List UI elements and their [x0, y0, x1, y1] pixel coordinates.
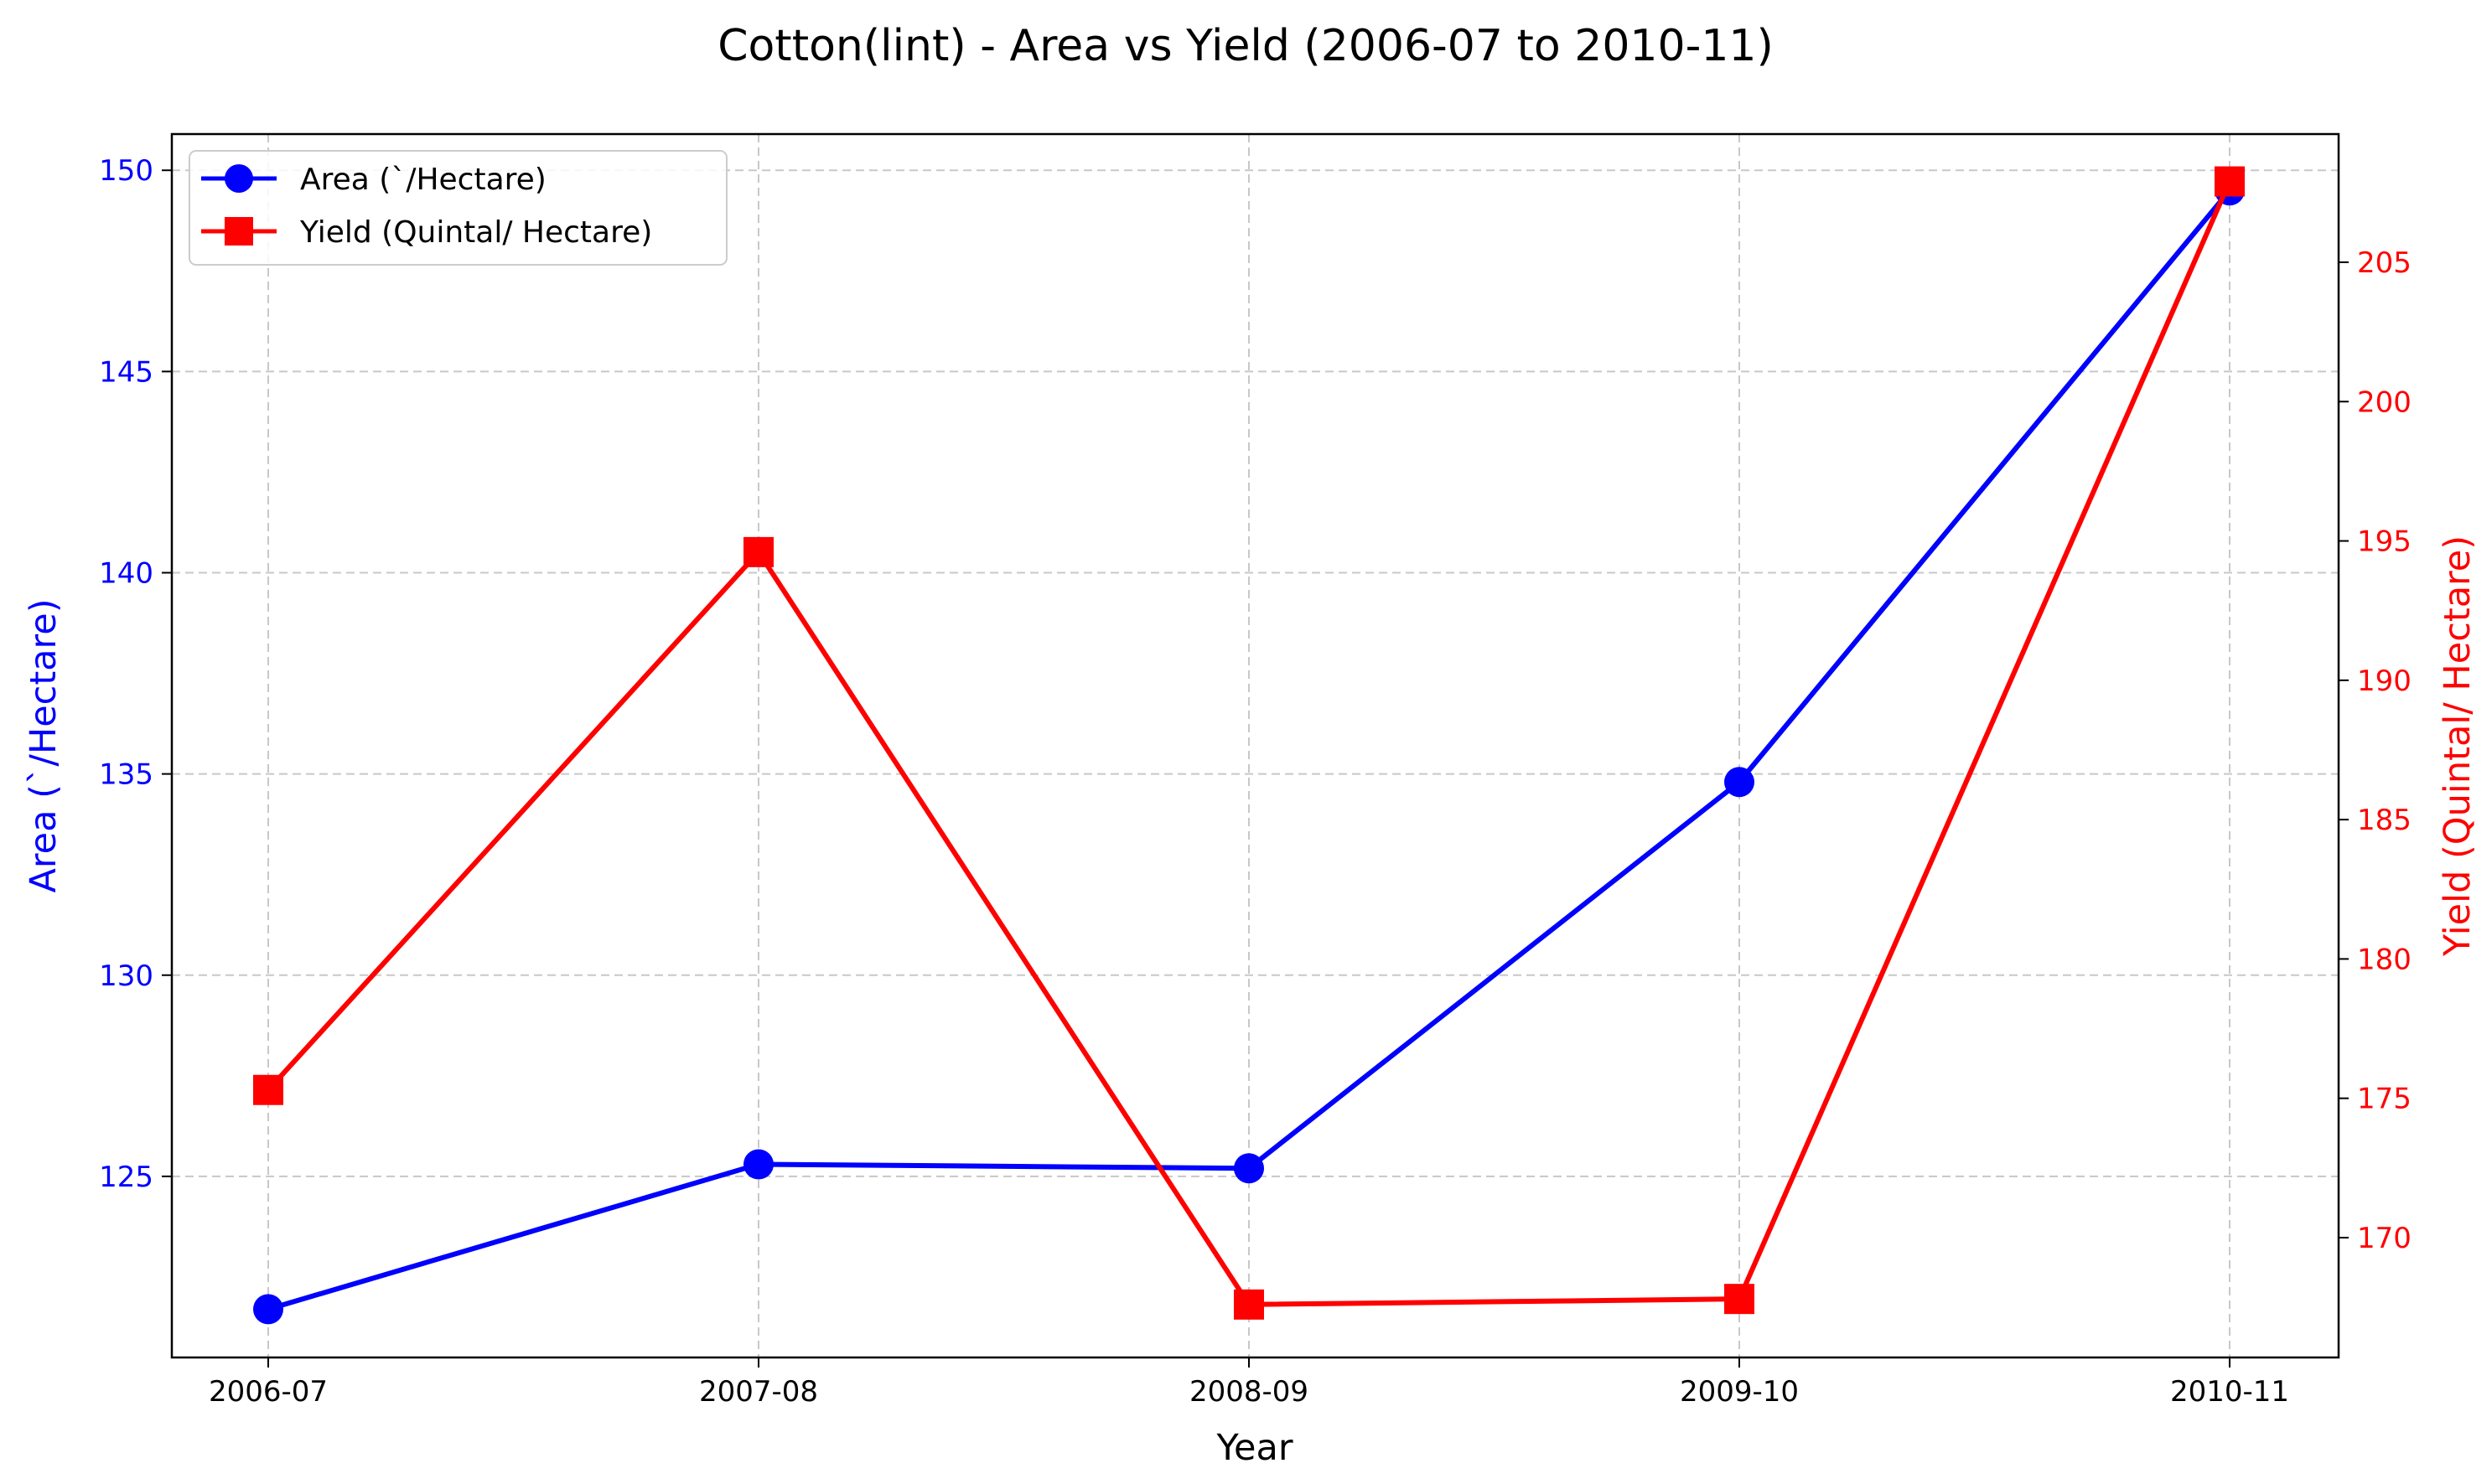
- data-point: [743, 1149, 774, 1180]
- chart-title: Cotton(lint) - Area vs Yield (2006-07 to…: [718, 21, 1774, 71]
- legend-label-area: Area (`/Hectare): [300, 163, 547, 197]
- left-axis-title: Area (`/Hectare): [23, 599, 65, 893]
- data-point: [1724, 1284, 1754, 1315]
- x-axis-ticks: 2006-07 2007-08 2008-09 2009-10 2010-11: [209, 1357, 2289, 1409]
- x-tick-label: 2008-09: [1189, 1375, 1308, 1409]
- plot-series: [253, 166, 2245, 1325]
- right-tick-label: 190: [2357, 664, 2412, 698]
- right-tick-label: 205: [2357, 246, 2412, 280]
- right-tick-label: 195: [2357, 525, 2412, 559]
- right-tick-label: 175: [2357, 1083, 2412, 1116]
- data-point: [1234, 1289, 1264, 1320]
- left-axis-ticks: 125 130 135 140 145 150: [99, 154, 172, 1194]
- data-point: [253, 1294, 283, 1325]
- right-tick-label: 180: [2357, 943, 2412, 976]
- left-tick-label: 125: [99, 1161, 153, 1194]
- legend-entry-area: Area (`/Hectare): [201, 163, 547, 197]
- x-tick-label: 2010-11: [2170, 1375, 2289, 1409]
- x-tick-label: 2007-08: [699, 1375, 818, 1409]
- legend-entry-yield: Yield (Quintal/ Hectare): [201, 215, 652, 250]
- data-point: [1724, 767, 1754, 798]
- legend-box: [189, 150, 728, 266]
- data-point: [2215, 166, 2245, 197]
- data-point: [743, 536, 774, 567]
- x-axis-title: Year: [1215, 1427, 1293, 1469]
- x-tick-label: 2006-07: [209, 1375, 328, 1409]
- left-tick-label: 135: [99, 758, 153, 792]
- right-tick-label: 200: [2357, 385, 2412, 419]
- left-tick-label: 140: [99, 556, 153, 590]
- series-yield: [253, 166, 2245, 1320]
- legend: Area (`/Hectare) Yield (Quintal/ Hectare…: [189, 150, 728, 266]
- data-point: [253, 1074, 283, 1105]
- left-tick-label: 130: [99, 959, 153, 993]
- legend-marker-area: [225, 164, 253, 193]
- right-tick-label: 185: [2357, 804, 2412, 837]
- legend-marker-yield: [225, 217, 253, 246]
- left-tick-label: 145: [99, 355, 153, 389]
- right-axis-title: Yield (Quintal/ Hectare): [2437, 535, 2479, 957]
- plot-frame: [170, 132, 2340, 1359]
- x-tick-label: 2009-10: [1680, 1375, 1799, 1409]
- data-point: [1234, 1153, 1264, 1184]
- legend-label-yield: Yield (Quintal/ Hectare): [299, 215, 652, 250]
- left-tick-label: 150: [99, 154, 153, 188]
- right-axis-ticks: 170 175 180 185 190 195 200 205: [2339, 246, 2412, 1255]
- right-tick-label: 170: [2357, 1222, 2412, 1255]
- series-area: [253, 175, 2245, 1325]
